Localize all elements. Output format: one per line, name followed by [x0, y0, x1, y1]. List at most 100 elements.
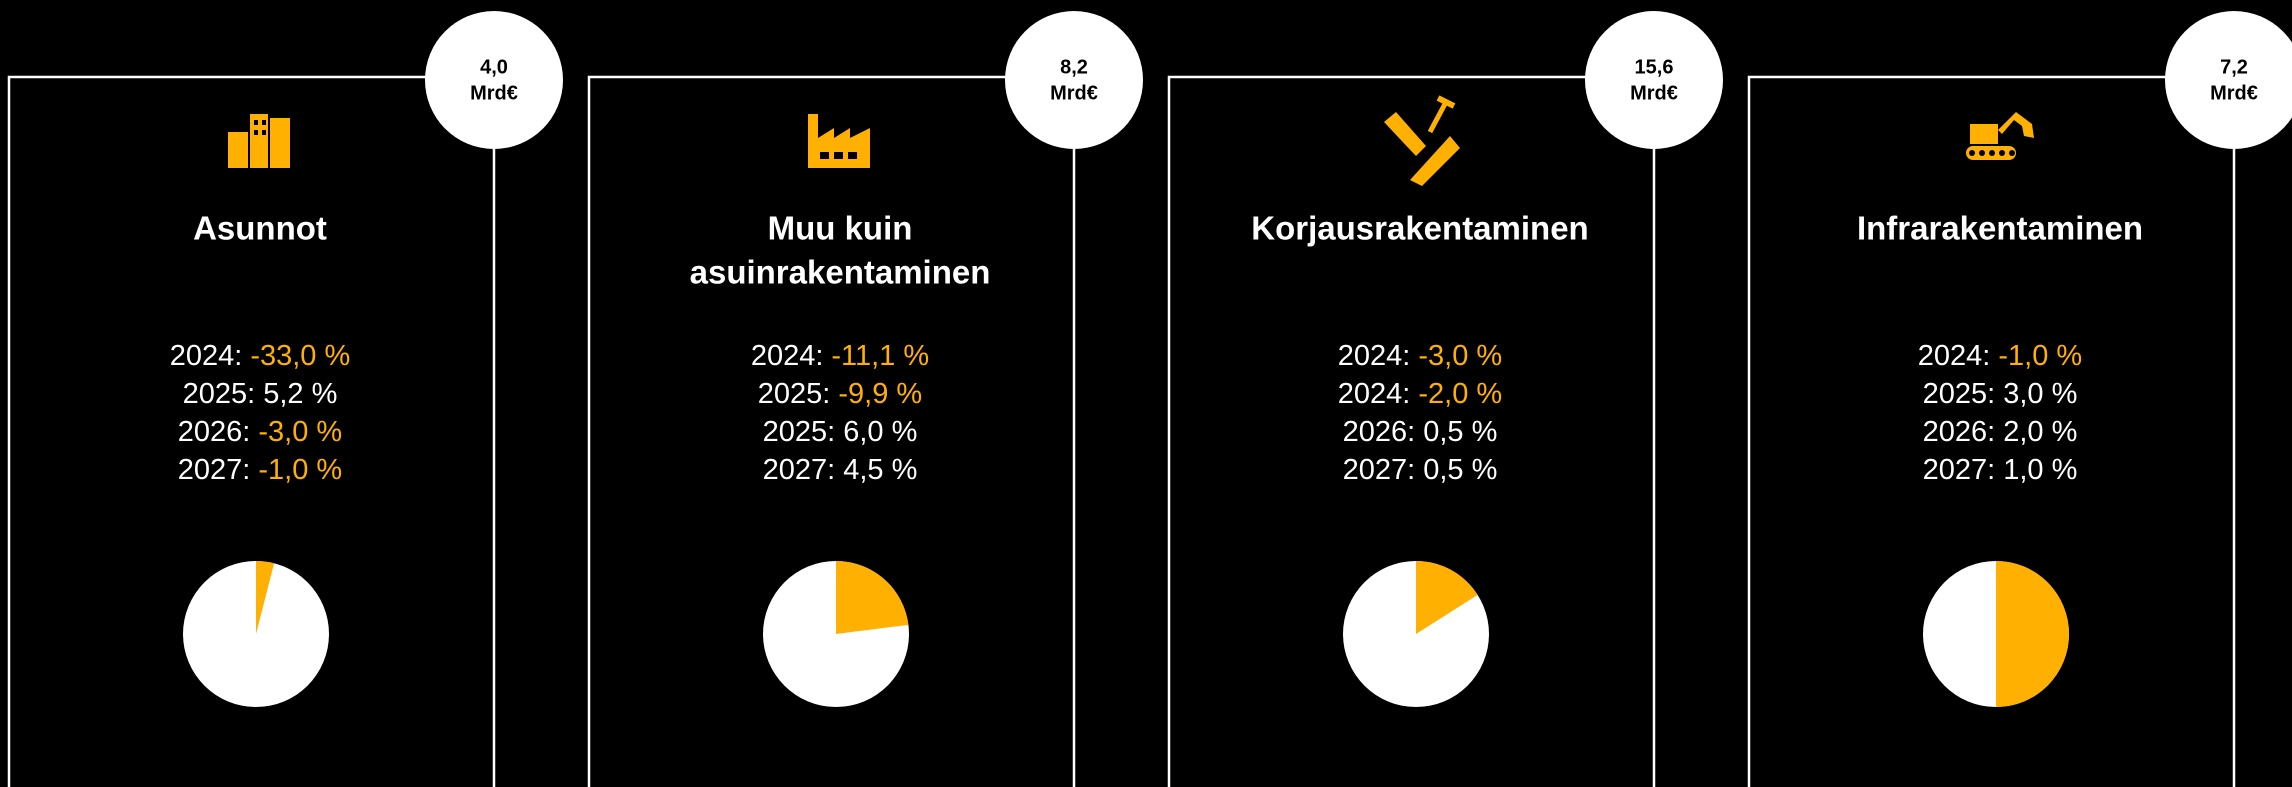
stat-value: 0,5 % — [1423, 416, 1497, 448]
icon-shape — [1384, 112, 1426, 156]
icon — [1966, 112, 2034, 160]
stat-year: 2025: — [758, 378, 831, 410]
stat-line: 2026: 2,0 % — [1923, 416, 2078, 448]
badge — [1585, 11, 1723, 149]
stat-line: 2025: -9,9 % — [758, 378, 922, 410]
icon-shape — [1970, 124, 1998, 144]
pie-slice — [1416, 561, 1478, 634]
badge-text: Mrd€ — [2210, 82, 2258, 104]
stat-line: 2027: 4,5 % — [763, 454, 918, 486]
stat-line: 2025: 5,2 % — [183, 378, 338, 410]
badge-text: 7,2 — [2220, 56, 2248, 78]
panel-title: Infrarakentaminen — [1857, 210, 2143, 247]
badge-text: 15,6 — [1635, 56, 1674, 78]
stat-line: 2024: -33,0 % — [170, 340, 351, 372]
stat-value: 4,5 % — [843, 454, 917, 486]
stat-value: -33,0 % — [250, 340, 350, 372]
stat-value: -3,0 % — [1418, 340, 1502, 372]
icon-shape — [1410, 136, 1460, 186]
panel: 8,2 Mrd€ Muu kuin asuinrakentaminen 2024: -11… — [587, 11, 1143, 787]
stat-value: 6,0 % — [843, 416, 917, 448]
stat-line: 2025: 6,0 % — [763, 416, 918, 448]
stat-value: 2,0 % — [2003, 416, 2077, 448]
stat-value: 0,5 % — [1423, 454, 1497, 486]
badge — [1005, 11, 1143, 149]
badge-text: 4,0 — [480, 56, 508, 78]
stat-line: 2027: 0,5 % — [1343, 454, 1498, 486]
stat-line: 2024: -2,0 % — [1338, 378, 1502, 410]
stat-year: 2025: — [183, 378, 256, 410]
icon-wheel — [1969, 150, 1975, 156]
stat-year: 2025: — [763, 416, 836, 448]
panel-border — [587, 75, 1076, 787]
badge — [425, 11, 563, 149]
icon-window — [820, 152, 829, 159]
stat-value: 1,0 % — [2003, 454, 2077, 486]
pie-slice — [1996, 561, 2069, 707]
stat-line: 2027: -1,0 % — [178, 454, 342, 486]
pie-slice — [256, 561, 275, 634]
badge-text: Mrd€ — [1050, 82, 1098, 104]
badge-text: 8,2 — [1060, 56, 1088, 78]
stat-value: -2,0 % — [1418, 378, 1502, 410]
icon-shape — [1436, 95, 1456, 109]
stat-line: 2024: -1,0 % — [1918, 340, 2082, 372]
icon-wheel — [1989, 150, 1995, 156]
stat-year: 2027: — [1923, 454, 1996, 486]
stat-year: 2027: — [178, 454, 251, 486]
pie-slice — [836, 561, 909, 634]
panel: 4,0 Mrd€ Asunnot 2024: -33,0 % 2025: 5,2 % 2026… — [7, 11, 563, 787]
badge — [2165, 11, 2292, 149]
stat-year: 2026: — [1343, 416, 1416, 448]
stat-line: 2024: -11,1 % — [751, 340, 929, 372]
icon-window — [254, 120, 258, 125]
panel-border — [1747, 75, 2236, 787]
stat-year: 2024: — [751, 340, 824, 372]
stat-line: 2026: -3,0 % — [178, 416, 342, 448]
icon-shape — [228, 132, 248, 168]
icon-window — [834, 152, 843, 159]
icon-shape — [1998, 112, 2034, 138]
badge-text: Mrd€ — [470, 82, 518, 104]
stat-year: 2027: — [763, 454, 836, 486]
stat-year: 2024: — [1338, 340, 1411, 372]
icon-window — [262, 130, 266, 135]
stat-year: 2027: — [1343, 454, 1416, 486]
stat-line: 2027: 1,0 % — [1923, 454, 2078, 486]
stat-year: 2026: — [1923, 416, 1996, 448]
icon-wheel — [2009, 150, 2015, 156]
icon-shape — [1427, 100, 1449, 134]
icon — [1384, 95, 1460, 186]
icon-shape — [270, 118, 290, 168]
icon-shape — [250, 114, 268, 168]
stat-line: 2026: 0,5 % — [1343, 416, 1498, 448]
panel-title: asuinrakentaminen — [690, 254, 991, 291]
stat-year: 2025: — [1923, 378, 1996, 410]
stat-year: 2024: — [1338, 378, 1411, 410]
panel-title: Asunnot — [193, 210, 327, 247]
stat-year: 2026: — [178, 416, 251, 448]
stat-value: -9,9 % — [838, 378, 922, 410]
icon-window — [262, 120, 266, 125]
icon — [228, 114, 290, 168]
stat-value: -1,0 % — [1998, 340, 2082, 372]
panel-border — [7, 75, 496, 787]
panel-border — [1167, 75, 1656, 787]
icon-window — [254, 130, 258, 135]
stat-value: -3,0 % — [258, 416, 342, 448]
stat-value: -11,1 % — [831, 340, 929, 372]
stat-year: 2024: — [170, 340, 243, 372]
stat-line: 2024: -3,0 % — [1338, 340, 1502, 372]
panel-title: Korjausrakentaminen — [1251, 210, 1588, 247]
icon-wheel — [1999, 150, 2005, 156]
badge-text: Mrd€ — [1630, 82, 1678, 104]
stat-value: 3,0 % — [2003, 378, 2077, 410]
stat-value: 5,2 % — [263, 378, 337, 410]
stat-year: 2024: — [1918, 340, 1991, 372]
panel-title: Muu kuin — [768, 210, 913, 247]
stat-line: 2025: 3,0 % — [1923, 378, 2078, 410]
